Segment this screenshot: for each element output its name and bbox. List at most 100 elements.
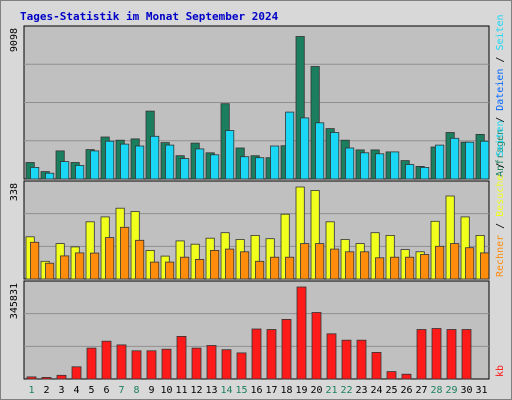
legend-entry: /: [495, 51, 506, 69]
besuche-bar-day-7: [120, 226, 130, 280]
dateien-bar-day-27: [420, 166, 430, 180]
x-tick-label: 5: [88, 385, 94, 396]
besuche-bar-day-21: [330, 248, 340, 280]
kb-bar-day-20: [311, 312, 322, 380]
besuche-bar-day-16: [255, 260, 265, 280]
besuche-bar-day-6: [105, 237, 115, 280]
legend-entry: /: [495, 111, 506, 129]
dateien-bar-day-19: [300, 117, 310, 180]
dateien-bar-day-9: [150, 135, 160, 180]
legend-entry: Anfragen: [495, 129, 506, 177]
side-legend: kb: [495, 365, 506, 377]
x-tick-label: 20: [310, 385, 322, 396]
kb-bar-day-12: [191, 347, 202, 380]
x-tick-label: 3: [58, 385, 64, 396]
x-tick-label: 4: [73, 385, 79, 396]
dateien-bar-day-3: [60, 161, 70, 180]
besuche-bar-day-25: [390, 256, 400, 280]
besuche-bar-day-18: [285, 256, 295, 280]
chart-panel-3: 345831 kb: [9, 280, 506, 380]
dateien-bar-day-15: [240, 156, 250, 180]
dateien-bar-day-1: [30, 166, 40, 180]
x-tick-label: 23: [355, 385, 367, 396]
chart-panel-2: 338 Rechner / Besuche / Seiten: [9, 120, 506, 280]
x-tick-label: 26: [400, 385, 412, 396]
dateien-bar-day-18: [285, 111, 295, 180]
dateien-bar-day-30: [465, 141, 475, 180]
x-tick-label: 17: [265, 385, 277, 396]
dateien-bar-day-26: [405, 164, 415, 180]
x-tick-label: 21: [325, 385, 337, 396]
x-tick-label: 8: [133, 385, 139, 396]
x-tick-label: 7: [118, 385, 124, 396]
kb-bar-day-14: [221, 349, 232, 380]
kb-bar-day-22: [341, 339, 352, 380]
chart-panels: 9098 Anfragen / Dateien / Seiten 338 Rechne…: [9, 14, 506, 396]
kb-bar-day-6: [101, 340, 112, 380]
kb-bar-day-25: [386, 371, 397, 380]
x-tick-label: 25: [385, 385, 397, 396]
besuche-bar-day-14: [225, 248, 235, 280]
besuche-bar-day-23: [360, 251, 370, 280]
kb-bar-day-27: [416, 329, 427, 380]
besuche-bar-day-5: [90, 252, 100, 280]
kb-bar-day-4: [71, 366, 82, 380]
dateien-bar-day-28: [435, 144, 445, 180]
dateien-bar-day-14: [225, 130, 235, 180]
dateien-bar-day-5: [90, 150, 100, 180]
x-tick-label: 9: [148, 385, 154, 396]
legend-entry: Besuche: [495, 175, 506, 217]
kb-bar-day-15: [236, 352, 247, 380]
x-tick-label: 15: [235, 385, 247, 396]
y-max-label: 9098: [9, 28, 20, 52]
dateien-bar-day-11: [180, 158, 190, 180]
legend-entry: /: [495, 157, 506, 175]
besuche-bar-day-4: [75, 252, 85, 280]
legend-entry: Seiten: [495, 120, 506, 156]
kb-bar-day-30: [461, 329, 472, 380]
besuche-bar-day-17: [270, 256, 280, 280]
y-max-label: 338: [9, 183, 20, 201]
besuche-bar-day-12: [195, 258, 205, 280]
besuche-bar-day-9: [150, 261, 160, 280]
kb-bar-day-8: [131, 350, 142, 380]
x-tick-label: 12: [190, 385, 202, 396]
kb-bar-day-3: [56, 374, 67, 380]
kb-bar-day-11: [176, 335, 187, 380]
kb-bar-day-18: [281, 318, 292, 380]
besuche-bar-day-8: [135, 239, 145, 280]
besuche-bar-day-2: [45, 262, 55, 280]
dateien-bar-day-20: [315, 122, 325, 180]
besuche-bar-day-20: [315, 243, 325, 280]
chart-panel-1: 9098 Anfragen / Dateien / Seiten: [9, 14, 506, 180]
dateien-bar-day-24: [375, 153, 385, 180]
x-tick-label: 6: [103, 385, 109, 396]
kb-bar-day-5: [86, 347, 97, 380]
x-tick-label: 24: [370, 385, 382, 396]
kb-bar-day-29: [446, 329, 457, 380]
kb-bar-day-16: [251, 328, 262, 380]
kb-bar-day-19: [296, 286, 307, 380]
kb-bar-day-28: [431, 328, 442, 380]
x-tick-label: 11: [175, 385, 187, 396]
besuche-bar-day-27: [420, 254, 430, 280]
legend-entry: Dateien: [495, 69, 506, 111]
kb-bar-day-9: [146, 350, 157, 380]
legend-entry: Rechner: [495, 235, 506, 277]
dateien-bar-day-17: [270, 145, 280, 180]
besuche-bar-day-22: [345, 251, 355, 280]
kb-bar-day-23: [356, 339, 367, 380]
x-tick-label: 14: [220, 385, 232, 396]
besuche-bar-day-10: [165, 261, 175, 280]
x-tick-label: 13: [205, 385, 217, 396]
dateien-bar-day-16: [255, 157, 265, 180]
besuche-bar-day-24: [375, 257, 385, 280]
x-tick-label: 28: [430, 385, 442, 396]
besuche-bar-day-1: [30, 241, 40, 280]
dateien-bar-day-4: [75, 164, 85, 180]
x-tick-label: 1: [28, 385, 34, 396]
kb-bar-day-2: [41, 376, 52, 380]
dateien-bar-day-10: [165, 144, 175, 180]
kb-bar-day-1: [26, 376, 37, 380]
legend-entry: /: [495, 217, 506, 235]
